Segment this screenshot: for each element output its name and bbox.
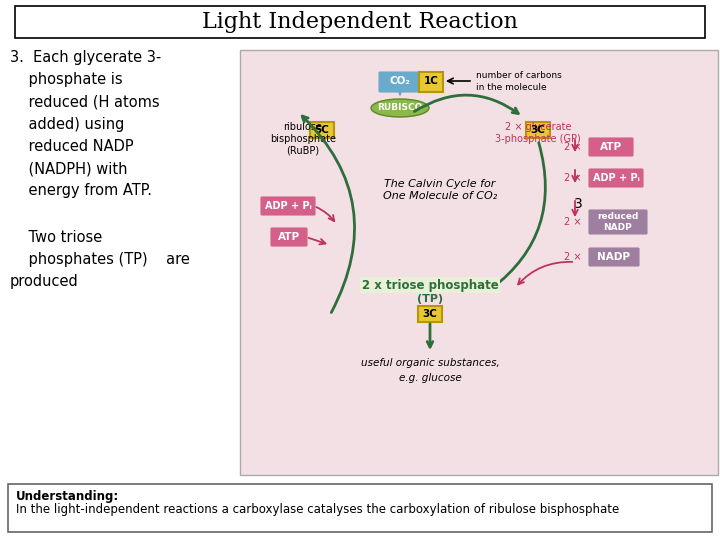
FancyBboxPatch shape [589, 138, 633, 156]
FancyBboxPatch shape [526, 122, 550, 138]
FancyBboxPatch shape [589, 210, 647, 234]
Text: ATP: ATP [600, 142, 622, 152]
Text: ADP + Pᵢ: ADP + Pᵢ [593, 173, 639, 183]
Text: The Calvin Cycle for
One Molecule of CO₂: The Calvin Cycle for One Molecule of CO₂ [383, 179, 497, 201]
Text: Two triose
    phosphates (TP)    are
produced: Two triose phosphates (TP) are produced [10, 230, 190, 289]
FancyBboxPatch shape [379, 72, 419, 92]
Text: number of carbons: number of carbons [476, 71, 562, 79]
Text: ADP + Pᵢ: ADP + Pᵢ [265, 201, 311, 211]
Text: Understanding:: Understanding: [16, 490, 120, 503]
FancyBboxPatch shape [271, 228, 307, 246]
Text: NADP: NADP [598, 252, 631, 262]
Text: reduced
NADP: reduced NADP [598, 212, 639, 232]
Text: CO₂: CO₂ [390, 76, 410, 86]
Text: 3.  Each glycerate 3-
    phosphate is
    reduced (H atoms
    added) using
   : 3. Each glycerate 3- phosphate is reduce… [10, 50, 161, 198]
Text: RUBISCO: RUBISCO [377, 104, 423, 112]
Text: 2 ×: 2 × [564, 252, 582, 262]
Text: In the light-independent reactions a carboxylase catalyses the carboxylation of : In the light-independent reactions a car… [16, 503, 619, 516]
Text: in the molecule: in the molecule [476, 83, 546, 91]
Text: ATP: ATP [278, 232, 300, 242]
Text: 3C: 3C [423, 309, 438, 319]
Text: 2 × glycerate
3-phosphate (GP): 2 × glycerate 3-phosphate (GP) [495, 122, 581, 144]
Text: 3C: 3C [531, 125, 546, 135]
FancyBboxPatch shape [240, 50, 718, 475]
FancyBboxPatch shape [419, 72, 443, 92]
Text: (TP): (TP) [417, 294, 443, 304]
Text: 1C: 1C [423, 76, 438, 86]
Text: useful organic substances,: useful organic substances, [361, 358, 500, 368]
Text: 2 x triose phosphate: 2 x triose phosphate [361, 279, 498, 292]
FancyBboxPatch shape [589, 248, 639, 266]
Ellipse shape [371, 99, 429, 117]
FancyBboxPatch shape [310, 122, 334, 138]
Text: 5C: 5C [315, 125, 330, 135]
FancyBboxPatch shape [418, 306, 442, 322]
Text: ribulose
bisphosphate
(RuBP): ribulose bisphosphate (RuBP) [270, 122, 336, 155]
Text: Light Independent Reaction: Light Independent Reaction [202, 11, 518, 33]
Text: 2 ×: 2 × [564, 142, 582, 152]
Text: 2 ×: 2 × [564, 173, 582, 183]
FancyBboxPatch shape [589, 169, 643, 187]
Text: 2 ×: 2 × [564, 217, 582, 227]
FancyBboxPatch shape [261, 197, 315, 215]
FancyBboxPatch shape [15, 6, 705, 38]
Text: 3: 3 [574, 197, 582, 211]
Text: e.g. glucose: e.g. glucose [399, 373, 462, 383]
FancyBboxPatch shape [8, 484, 712, 532]
